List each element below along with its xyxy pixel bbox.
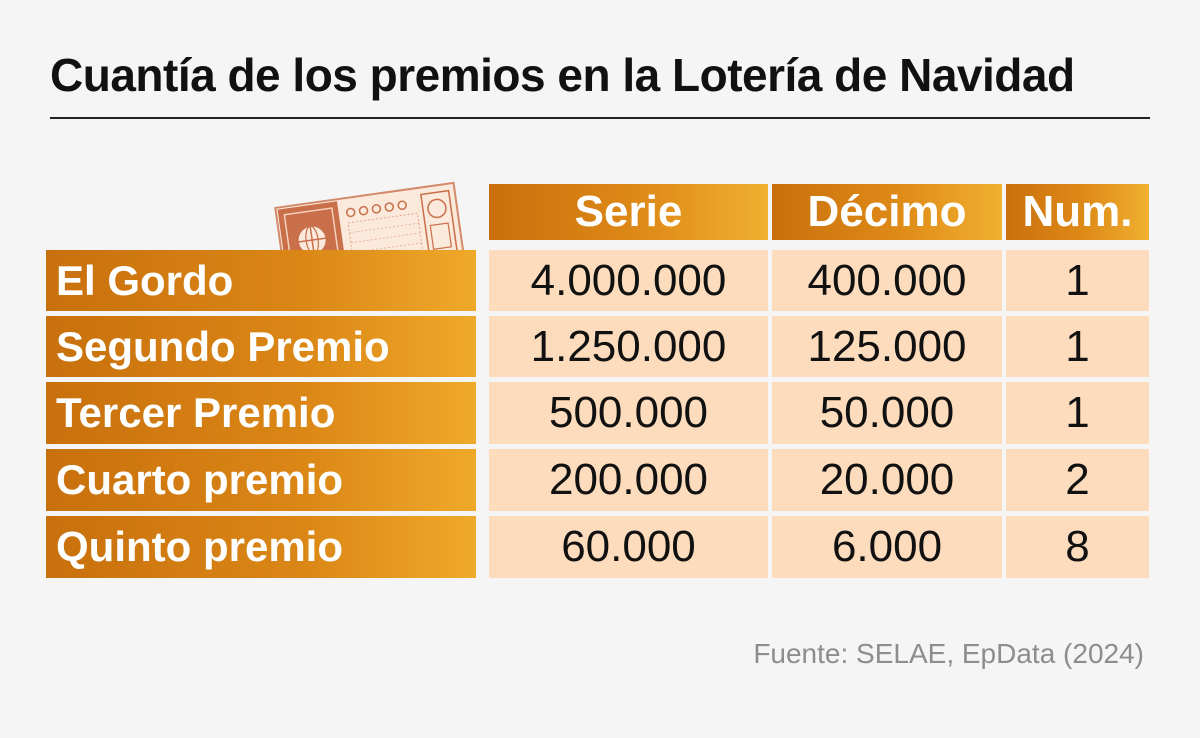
- cell-decimo: 125.000: [772, 316, 1002, 377]
- cell-num: 1: [1006, 250, 1149, 311]
- cell-num: 2: [1006, 449, 1149, 511]
- column-header-decimo: Décimo: [772, 184, 1002, 240]
- column-header-num: Num.: [1006, 184, 1149, 240]
- row-label-tercer-premio: Tercer Premio: [46, 382, 476, 444]
- cell-num: 1: [1006, 316, 1149, 377]
- row-label-quinto-premio: Quinto premio: [46, 516, 476, 578]
- source-note: Fuente: SELAE, EpData (2024): [753, 638, 1144, 669]
- row-label-el-gordo: El Gordo: [46, 250, 476, 311]
- column-header-serie: Serie: [489, 184, 768, 240]
- cell-num: 1: [1006, 382, 1149, 444]
- cell-serie: 500.000: [489, 382, 768, 444]
- cell-decimo: 20.000: [772, 449, 1002, 511]
- cell-decimo: 50.000: [772, 382, 1002, 444]
- cell-serie: 4.000.000: [489, 250, 768, 311]
- title-divider: [50, 117, 1150, 119]
- cell-serie: 1.250.000: [489, 316, 768, 377]
- cell-decimo: 6.000: [772, 516, 1002, 578]
- row-label-segundo-premio: Segundo Premio: [46, 316, 476, 377]
- page-title: Cuantía de los premios en la Lotería de …: [50, 49, 1075, 101]
- cell-serie: 60.000: [489, 516, 768, 578]
- row-label-cuarto-premio: Cuarto premio: [46, 449, 476, 511]
- cell-serie: 200.000: [489, 449, 768, 511]
- cell-num: 8: [1006, 516, 1149, 578]
- cell-decimo: 400.000: [772, 250, 1002, 311]
